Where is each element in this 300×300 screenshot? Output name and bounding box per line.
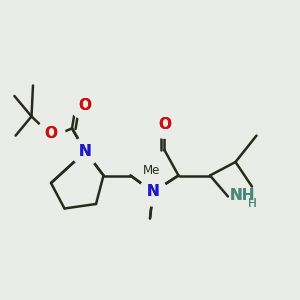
Text: O: O <box>158 117 171 132</box>
Circle shape <box>70 91 98 119</box>
Text: O: O <box>78 98 91 112</box>
Text: O: O <box>158 117 171 132</box>
Text: H: H <box>248 196 257 210</box>
Circle shape <box>37 119 65 148</box>
Text: H: H <box>248 196 257 210</box>
Circle shape <box>78 98 91 112</box>
Circle shape <box>71 137 100 166</box>
Text: O: O <box>44 126 58 141</box>
Text: N: N <box>147 184 159 200</box>
Circle shape <box>139 178 167 206</box>
Text: NH: NH <box>230 188 255 202</box>
Text: NH: NH <box>230 188 255 202</box>
Circle shape <box>158 118 171 131</box>
Text: N: N <box>147 184 159 200</box>
Text: N: N <box>79 144 92 159</box>
Text: N: N <box>79 144 92 159</box>
Circle shape <box>77 143 94 160</box>
Circle shape <box>230 185 251 206</box>
Text: O: O <box>44 126 58 141</box>
Text: O: O <box>78 98 91 112</box>
Circle shape <box>150 110 178 138</box>
Circle shape <box>145 184 161 200</box>
Text: Me: Me <box>143 164 160 177</box>
Circle shape <box>44 127 58 140</box>
